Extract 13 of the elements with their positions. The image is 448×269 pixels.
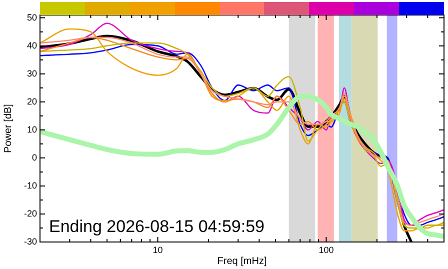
x-tick-label: 100	[318, 244, 334, 255]
y-tick-label: 30	[26, 68, 37, 78]
y-tick-label: -20	[24, 208, 37, 218]
y-tick-label: -10	[24, 180, 37, 190]
y-tick-label: 40	[26, 40, 37, 50]
y-tick-label: 50	[26, 12, 37, 22]
y-tick-label: 10	[26, 124, 37, 134]
y-axis-title: Power [dB]	[2, 104, 14, 153]
x-axis-title: Freq [mHz]	[217, 256, 267, 267]
annotation: Ending 2026-08-15 04:59:59	[49, 217, 265, 236]
y-tick-label: 0	[32, 152, 37, 162]
y-tick-label: -30	[24, 236, 37, 246]
y-tick-label: 20	[26, 96, 37, 106]
